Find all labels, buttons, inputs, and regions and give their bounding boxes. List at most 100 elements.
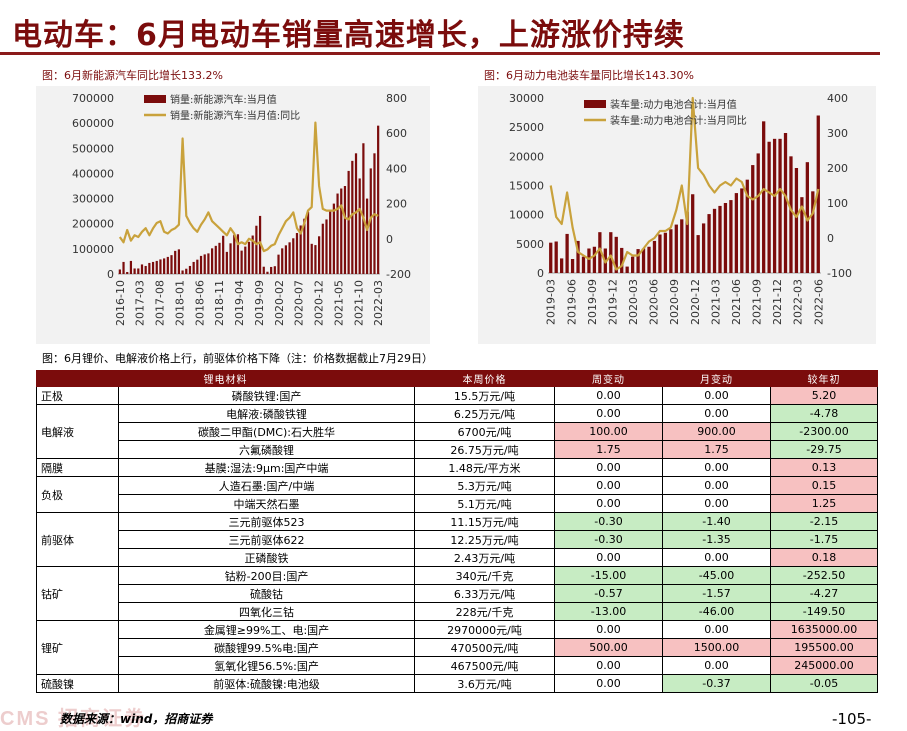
y-right-tick-label: 0	[827, 232, 834, 245]
x-tick-label: 2019-06	[565, 279, 578, 325]
bar	[126, 271, 129, 274]
bar	[325, 219, 328, 274]
bar	[288, 242, 291, 274]
month-change-cell: 1500.00	[662, 638, 771, 657]
ytd-change-cell: -149.50	[770, 602, 878, 621]
bar	[354, 153, 358, 274]
bar	[303, 218, 306, 274]
bar	[273, 266, 276, 274]
legend-bar-label: 销量:新能源汽车:当月值	[170, 93, 277, 106]
bar	[358, 178, 361, 274]
bar	[292, 238, 295, 274]
week-change-cell: 0.00	[554, 386, 663, 405]
bar	[329, 210, 332, 274]
month-change-cell: -1.40	[662, 512, 771, 531]
bar	[707, 214, 711, 273]
bar	[723, 203, 728, 273]
week-change-cell: 0.00	[554, 476, 663, 495]
bar	[174, 250, 177, 274]
title-divider	[0, 52, 880, 55]
price-cell: 1.48元/平方米	[414, 458, 555, 477]
chart1-caption: 图：6月新能源汽车同比增长133.2%	[42, 69, 223, 82]
series-line	[549, 96, 820, 271]
bar	[794, 168, 799, 273]
bar	[295, 233, 299, 274]
x-tick-label: 2022-03	[372, 280, 385, 326]
x-tick-label: 2021-12	[771, 279, 784, 325]
x-tick-label: 2017-03	[134, 280, 147, 326]
y-left-tick-label: 10000	[509, 209, 544, 222]
bar	[745, 179, 749, 273]
bar	[365, 198, 369, 274]
month-change-cell: 0.00	[662, 656, 771, 675]
bar	[151, 261, 155, 274]
bar	[800, 197, 804, 273]
x-tick-label: 2018-01	[173, 280, 186, 326]
bar	[581, 256, 586, 273]
bar	[609, 232, 613, 273]
y-right-tick-label: 100	[827, 197, 848, 210]
bar	[630, 256, 635, 273]
bar	[155, 260, 158, 274]
price-cell: 467500元/吨	[414, 656, 555, 675]
x-tick-label: 2018-06	[193, 280, 206, 326]
chart1-panel: 0 100000 200000 300000 400000 500000 600000 700…	[36, 86, 430, 344]
y-left-tick-label: 200000	[72, 218, 114, 231]
y-right-tick-label: 300	[827, 127, 848, 140]
month-change-cell: -1.35	[662, 530, 771, 549]
month-change-cell: 1.75	[662, 440, 771, 459]
price-cell: 6700元/吨	[414, 422, 555, 441]
source-note: 数据来源：wind，招商证券	[60, 712, 213, 726]
chart2-caption: 图：6月动力电池装车量同比增长143.30%	[484, 69, 694, 82]
bar	[811, 191, 815, 273]
bar	[767, 141, 771, 273]
bar	[281, 248, 284, 274]
x-tick-label: 2019-12	[606, 279, 619, 325]
week-change-cell: 100.00	[554, 422, 663, 441]
x-tick-label: 2020-07	[293, 280, 306, 326]
bar	[306, 211, 310, 274]
ytd-change-cell: 1.25	[770, 494, 878, 513]
header-week: 周变动	[554, 370, 663, 387]
x-tick-label: 2021-06	[730, 279, 743, 325]
month-change-cell: 0.00	[662, 548, 771, 567]
bar	[734, 193, 739, 273]
y-left-tick-label: 20000	[509, 150, 544, 163]
table-row: 氢氧化锂56.5%:国产 467500元/吨 0.00 0.00 245000.00	[37, 656, 878, 675]
month-change-cell: 0.00	[662, 620, 771, 639]
table-row: 正磷酸铁 2.43万元/吨 0.00 0.00 0.18	[37, 548, 878, 567]
bar	[159, 259, 162, 274]
bar	[181, 270, 184, 274]
bar	[137, 268, 140, 274]
bar	[266, 271, 269, 274]
table-row: 碳酸锂99.5%电:国产 470500元/吨 500.00 1500.00 195500…	[37, 638, 878, 657]
bar	[284, 245, 288, 274]
legend-bar-swatch	[584, 100, 606, 108]
material-cell: 硫酸钴	[118, 584, 415, 603]
category-cell: 钴矿	[36, 566, 119, 621]
y-left-tick-label: 500000	[72, 142, 114, 155]
price-cell: 5.3万元/吨	[414, 476, 555, 495]
table-row: 硫酸镍 前驱体:硫酸镍:电池级 3.6万元/吨 0.00 -0.37 -0.05	[36, 674, 878, 693]
bar	[778, 138, 782, 273]
bar	[729, 200, 733, 273]
bar	[718, 205, 722, 273]
month-change-cell: 900.00	[662, 422, 771, 441]
table-row: 六氟磷酸锂 26.75万元/吨 1.75 1.75 -29.75	[37, 440, 878, 459]
ytd-change-cell: -0.05	[770, 674, 878, 693]
bar	[696, 235, 700, 273]
x-tick-label: 2021-05	[332, 280, 345, 326]
bar	[270, 266, 273, 274]
price-cell: 5.1万元/吨	[414, 494, 555, 513]
bar	[691, 194, 695, 273]
price-cell: 3.6万元/吨	[414, 674, 555, 693]
category-cell: 前驱体	[36, 512, 119, 567]
bar	[598, 232, 602, 273]
price-cell: 6.25万元/吨	[414, 404, 555, 423]
bar	[233, 234, 236, 274]
bar	[620, 247, 624, 273]
y-left-tick-label: 700000	[72, 92, 114, 105]
company-logo: CMS 招商证券	[0, 708, 146, 730]
y-left-tick-label: 100000	[72, 243, 114, 256]
x-tick-label: 2019-09	[253, 280, 266, 326]
